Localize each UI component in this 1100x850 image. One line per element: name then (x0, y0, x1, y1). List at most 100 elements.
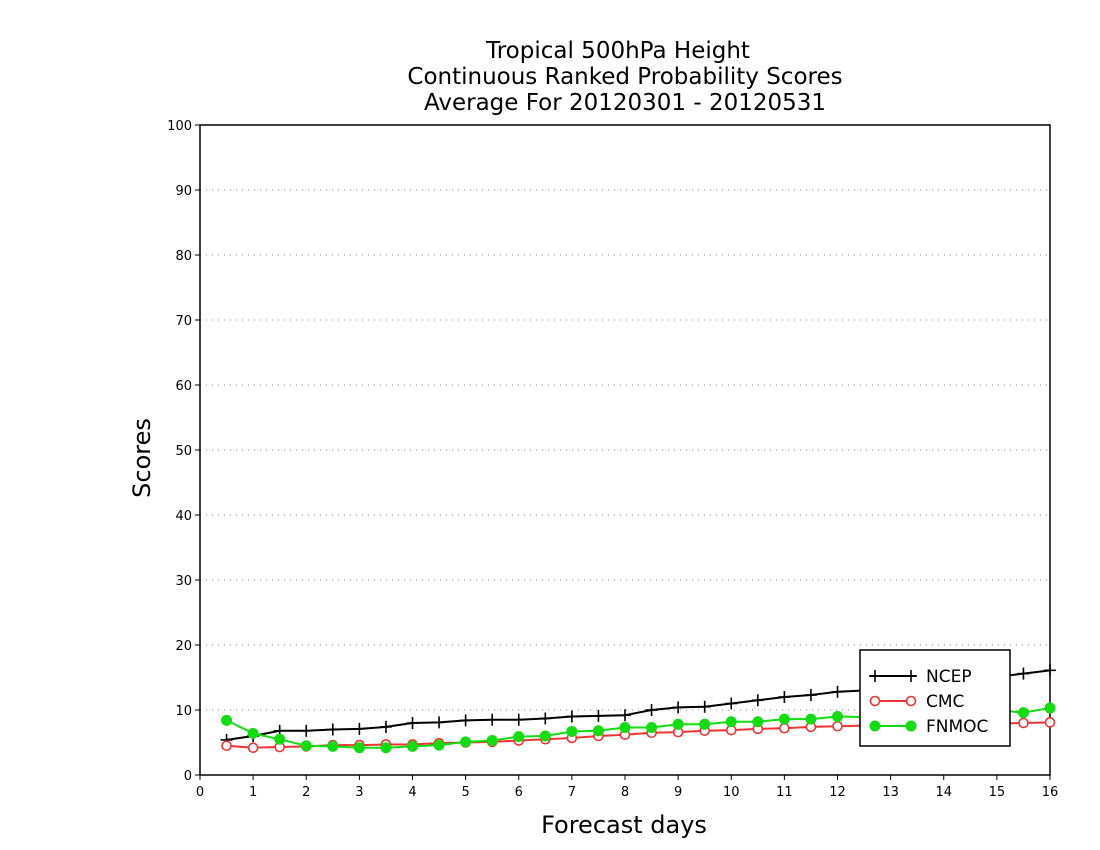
y-tick-label: 30 (175, 574, 192, 589)
x-axis-title: Forecast days (541, 811, 707, 839)
data-point-ncep (1017, 667, 1030, 680)
data-point-fnmoc (247, 727, 259, 739)
x-tick-label: 0 (196, 785, 204, 800)
data-point-cmc (247, 742, 259, 754)
legend-item-fnmoc: FNMOC (869, 717, 988, 737)
legend-box (859, 649, 1011, 747)
data-point-fnmoc (699, 718, 711, 730)
data-point-fnmoc (327, 740, 339, 752)
data-point-ncep (1044, 664, 1056, 677)
data-point-ncep (804, 689, 817, 702)
data-point-ncep (406, 717, 419, 729)
data-point-ncep (698, 700, 711, 713)
x-tick-label: 15 (989, 785, 1006, 800)
data-point-ncep (645, 704, 658, 716)
data-point-fnmoc (407, 740, 418, 752)
legend-item-cmc: CMC (869, 692, 964, 712)
x-tick-label: 14 (935, 785, 952, 800)
data-point-ncep (512, 713, 525, 726)
data-point-fnmoc (805, 713, 817, 725)
legend-label-cmc: CMC (926, 692, 964, 712)
data-point-ncep (353, 722, 366, 735)
y-tick-label: 50 (175, 444, 192, 459)
x-tick-label: 16 (1042, 785, 1059, 800)
data-point-fnmoc (592, 725, 604, 737)
x-tick-label: 10 (723, 785, 740, 800)
y-tick-label: 80 (175, 249, 192, 264)
data-point-ncep (539, 712, 552, 725)
data-point-fnmoc (380, 742, 392, 754)
x-tick-label: 12 (829, 785, 846, 800)
y-tick-label: 0 (184, 769, 192, 784)
data-point-fnmoc (725, 716, 737, 728)
legend-marker-cmc (905, 695, 917, 707)
data-point-fnmoc (672, 718, 684, 730)
data-point-cmc (1044, 717, 1056, 728)
y-axis-title: Scores (128, 418, 156, 498)
y-tick-label: 90 (175, 184, 192, 199)
data-point-ncep (459, 714, 472, 727)
data-point-fnmoc (274, 733, 286, 745)
x-tick-label: 2 (302, 785, 310, 800)
data-point-cmc (1018, 717, 1029, 729)
data-point-ncep (778, 691, 791, 703)
data-point-cmc (779, 722, 790, 734)
x-tick-label: 13 (882, 785, 899, 800)
y-tick-label: 60 (175, 379, 192, 394)
data-point-fnmoc (752, 716, 764, 728)
data-point-ncep (486, 713, 499, 726)
data-point-fnmoc (539, 730, 551, 742)
grid-lines (200, 124, 1050, 711)
x-tick-label: 11 (776, 785, 793, 800)
data-point-fnmoc (460, 736, 472, 748)
data-point-cmc (832, 720, 843, 732)
data-point-fnmoc (433, 739, 445, 751)
data-point-ncep (379, 720, 392, 733)
legend-item-ncep: NCEP (869, 667, 972, 687)
legend-marker-ncep (869, 670, 881, 682)
chart-title-line-1: Tropical 500hPa Height (485, 38, 750, 64)
y-tick-label: 100 (167, 119, 192, 134)
legend-marker-ncep (905, 670, 917, 682)
data-point-fnmoc (1017, 707, 1029, 719)
data-point-fnmoc (646, 722, 658, 734)
legend-marker-fnmoc (905, 720, 917, 732)
x-tick-label: 3 (355, 785, 363, 800)
data-point-ncep (619, 709, 631, 722)
data-point-fnmoc (778, 713, 790, 725)
x-tick-label: 9 (674, 785, 682, 800)
x-tick-label: 4 (408, 785, 416, 800)
data-point-ncep (831, 685, 844, 698)
data-point-fnmoc (1044, 702, 1056, 714)
data-point-cmc (221, 740, 232, 752)
x-tick-label: 5 (461, 785, 469, 800)
data-point-ncep (592, 709, 605, 722)
y-tick-label: 40 (175, 509, 192, 524)
legend: NCEP CMC FNMOC (859, 649, 1011, 747)
legend-marker-fnmoc (869, 720, 881, 732)
legend-marker-cmc (869, 695, 881, 707)
data-point-ncep (300, 724, 313, 737)
chart-title-line-3: Average For 20120301 - 20120531 (424, 90, 826, 116)
data-point-fnmoc (619, 722, 631, 734)
data-point-fnmoc (566, 725, 578, 737)
data-point-ncep (326, 723, 339, 736)
x-tick-label: 8 (621, 785, 629, 800)
data-point-ncep (751, 694, 764, 707)
data-point-fnmoc (353, 742, 365, 754)
legend-label-ncep: NCEP (926, 667, 972, 687)
y-tick-label: 10 (175, 704, 192, 719)
data-point-ncep (565, 710, 578, 723)
y-tick-label: 20 (175, 639, 192, 654)
data-point-fnmoc (513, 731, 525, 743)
chart-title-line-2: Continuous Ranked Probability Scores (407, 64, 842, 90)
x-tick-label: 7 (568, 785, 576, 800)
y-tick-label: 70 (175, 314, 192, 329)
x-tick-label: 6 (515, 785, 523, 800)
data-point-fnmoc (221, 714, 233, 726)
x-tick-label: 1 (249, 785, 257, 800)
data-point-ncep (433, 716, 446, 729)
legend-label-fnmoc: FNMOC (926, 717, 988, 737)
data-point-fnmoc (486, 735, 498, 747)
